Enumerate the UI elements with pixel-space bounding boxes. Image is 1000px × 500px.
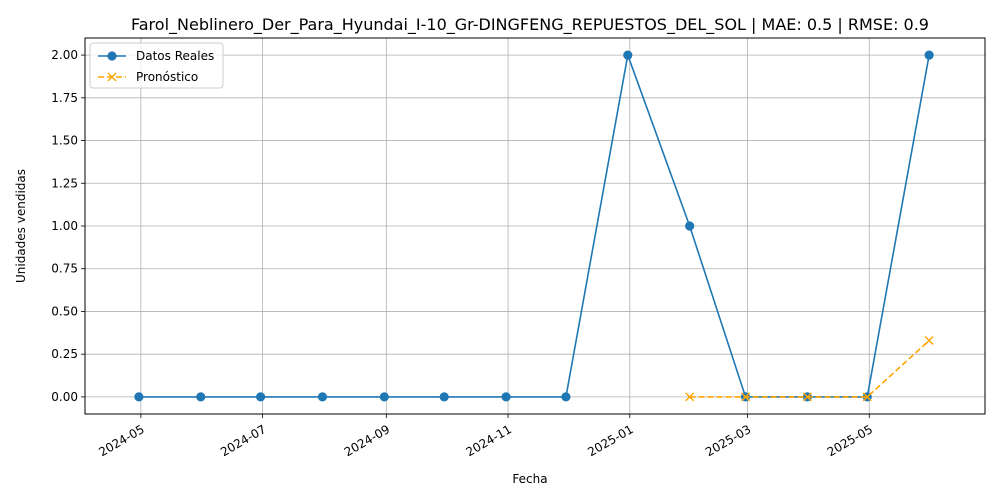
data-point (561, 392, 571, 402)
y-tick-label: 2.00 (51, 48, 78, 62)
x-tick-label: 2025-01 (585, 422, 635, 459)
data-point (379, 392, 389, 402)
x-tick-label: 2024-07 (218, 422, 268, 459)
data-point (862, 392, 872, 402)
legend-marker-stroke (107, 72, 117, 82)
data-point (741, 392, 751, 402)
y-tick-label: 0.00 (51, 390, 78, 404)
data-point (439, 392, 449, 402)
data-point (802, 392, 812, 402)
plot-series (134, 50, 934, 402)
series-line (689, 339, 930, 398)
x-tick-label: 2024-05 (96, 422, 146, 459)
y-tick-label: 0.25 (51, 347, 78, 361)
x-tick-label: 2024-09 (342, 422, 392, 459)
data-point (501, 392, 511, 402)
legend-marker (107, 72, 117, 82)
data-point (924, 336, 934, 346)
x-tick-label: 2024-11 (464, 422, 514, 459)
y-tick-label: 1.50 (51, 134, 78, 148)
data-point (134, 392, 144, 402)
legend-marker (107, 51, 117, 61)
y-tick-label: 0.75 (51, 262, 78, 276)
data-point (685, 221, 695, 231)
y-axis-label: Unidades vendidas (14, 169, 28, 283)
data-point (685, 392, 695, 402)
data-point (256, 392, 266, 402)
data-point (196, 392, 206, 402)
series-line (138, 54, 930, 398)
series-1 (685, 336, 934, 402)
y-tick-label: 1.00 (51, 219, 78, 233)
y-tick-label: 1.75 (51, 91, 78, 105)
x-axis-label: Fecha (512, 472, 547, 486)
legend: Datos Reales Pronóstico (89, 42, 224, 89)
y-tick-label: 1.25 (51, 176, 78, 190)
data-point-stroke (685, 392, 695, 402)
y-tick-label: 0.50 (51, 304, 78, 318)
data-point (623, 50, 633, 60)
data-point-stroke (924, 336, 934, 346)
data-point (317, 392, 328, 402)
chart-title: Farol_Neblinero_Der_Para_Hyundai_I-10_Gr… (131, 15, 929, 35)
x-tick-label: 2025-03 (703, 422, 753, 459)
x-tick-label: 2025-05 (825, 422, 875, 459)
data-point (924, 50, 934, 60)
legend-box (89, 42, 224, 89)
data-point-stroke (802, 392, 812, 402)
data-point-stroke (862, 392, 872, 402)
grid-lines (85, 38, 985, 414)
legend-label: Pronóstico (136, 70, 198, 84)
data-point-stroke (741, 392, 751, 402)
legend-label: Datos Reales (136, 49, 214, 63)
